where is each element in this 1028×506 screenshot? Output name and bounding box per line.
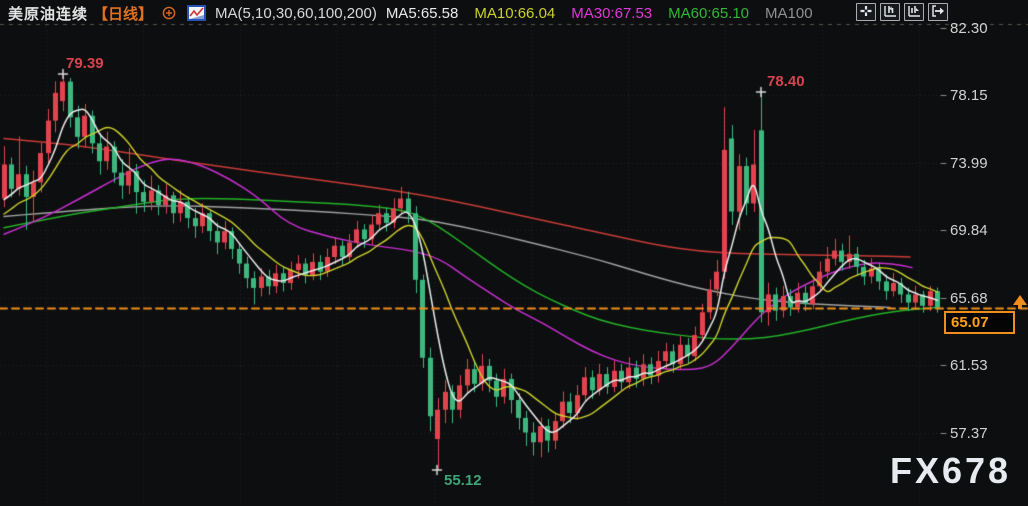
ma-group-label: MA(5,10,30,60,100,200) bbox=[215, 4, 377, 22]
symbol-title: 美原油连续 bbox=[8, 5, 89, 23]
kline-enlarge-button[interactable] bbox=[904, 3, 924, 21]
ma-value-label: MA100 bbox=[765, 4, 813, 22]
add-indicator-icon[interactable] bbox=[162, 6, 176, 20]
ma-value-label: MA10:66.04 bbox=[474, 4, 556, 22]
kline-enlarge-icon bbox=[907, 5, 921, 20]
shift-right-icon bbox=[931, 4, 945, 20]
ma-value-label: MA30:67.53 bbox=[571, 4, 653, 22]
kline-shrink-icon bbox=[883, 5, 897, 20]
kline-shrink-button[interactable] bbox=[880, 3, 900, 21]
chart-toolbar bbox=[856, 3, 948, 21]
ma-value-label: MA60:65.10 bbox=[668, 4, 750, 22]
chart-header: 美原油连续 【日线】 MA(5,10,30,60,100,200) MA5:65.… bbox=[0, 0, 1028, 26]
shift-right-button[interactable] bbox=[928, 3, 948, 21]
period-label: 【日线】 bbox=[93, 5, 154, 23]
ma-value-label: MA5:65.58 bbox=[385, 4, 459, 22]
crosshair-button[interactable] bbox=[856, 3, 876, 21]
chart-type-icon[interactable] bbox=[187, 5, 207, 21]
crosshair-icon bbox=[859, 5, 873, 20]
ma-legend: MA5:65.58 MA10:66.04 MA30:67.53 MA60:65.10 M… bbox=[386, 5, 816, 22]
